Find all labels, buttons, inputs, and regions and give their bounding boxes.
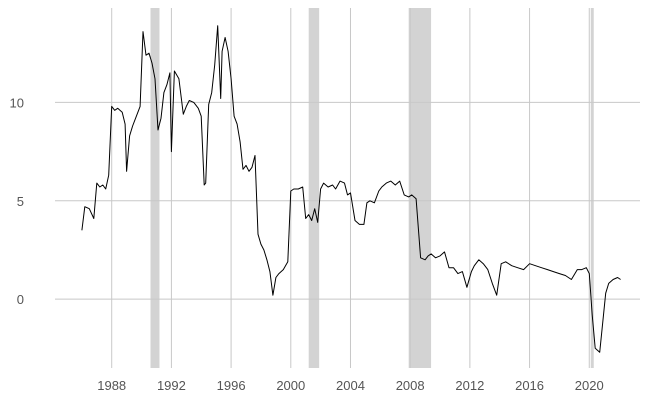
x-tick-label: 2000 — [276, 378, 305, 393]
grid — [55, 8, 640, 368]
series — [81, 25, 621, 353]
recession-shading — [150, 8, 594, 368]
y-tick-label: 10 — [10, 95, 24, 110]
x-tick-label: 2016 — [515, 378, 544, 393]
y-tick-label: 0 — [17, 292, 24, 307]
x-axis: 1988 1992 1996 2000 2004 2008 2012 2016 2020 — [97, 378, 603, 393]
x-tick-label: 2008 — [396, 378, 425, 393]
recession-band-1 — [150, 8, 160, 368]
y-axis: 0 5 10 — [10, 95, 24, 307]
series-line-1 — [81, 25, 621, 353]
recession-band-4 — [590, 8, 594, 368]
x-tick-label: 2012 — [455, 378, 484, 393]
x-tick-label: 1988 — [97, 378, 126, 393]
x-tick-label: 1996 — [217, 378, 246, 393]
x-tick-label: 1992 — [157, 378, 186, 393]
y-tick-label: 5 — [17, 194, 24, 209]
recession-band-3 — [408, 8, 432, 368]
recession-band-2 — [308, 8, 320, 368]
x-tick-label: 2020 — [575, 378, 604, 393]
x-tick-label: 2004 — [336, 378, 365, 393]
